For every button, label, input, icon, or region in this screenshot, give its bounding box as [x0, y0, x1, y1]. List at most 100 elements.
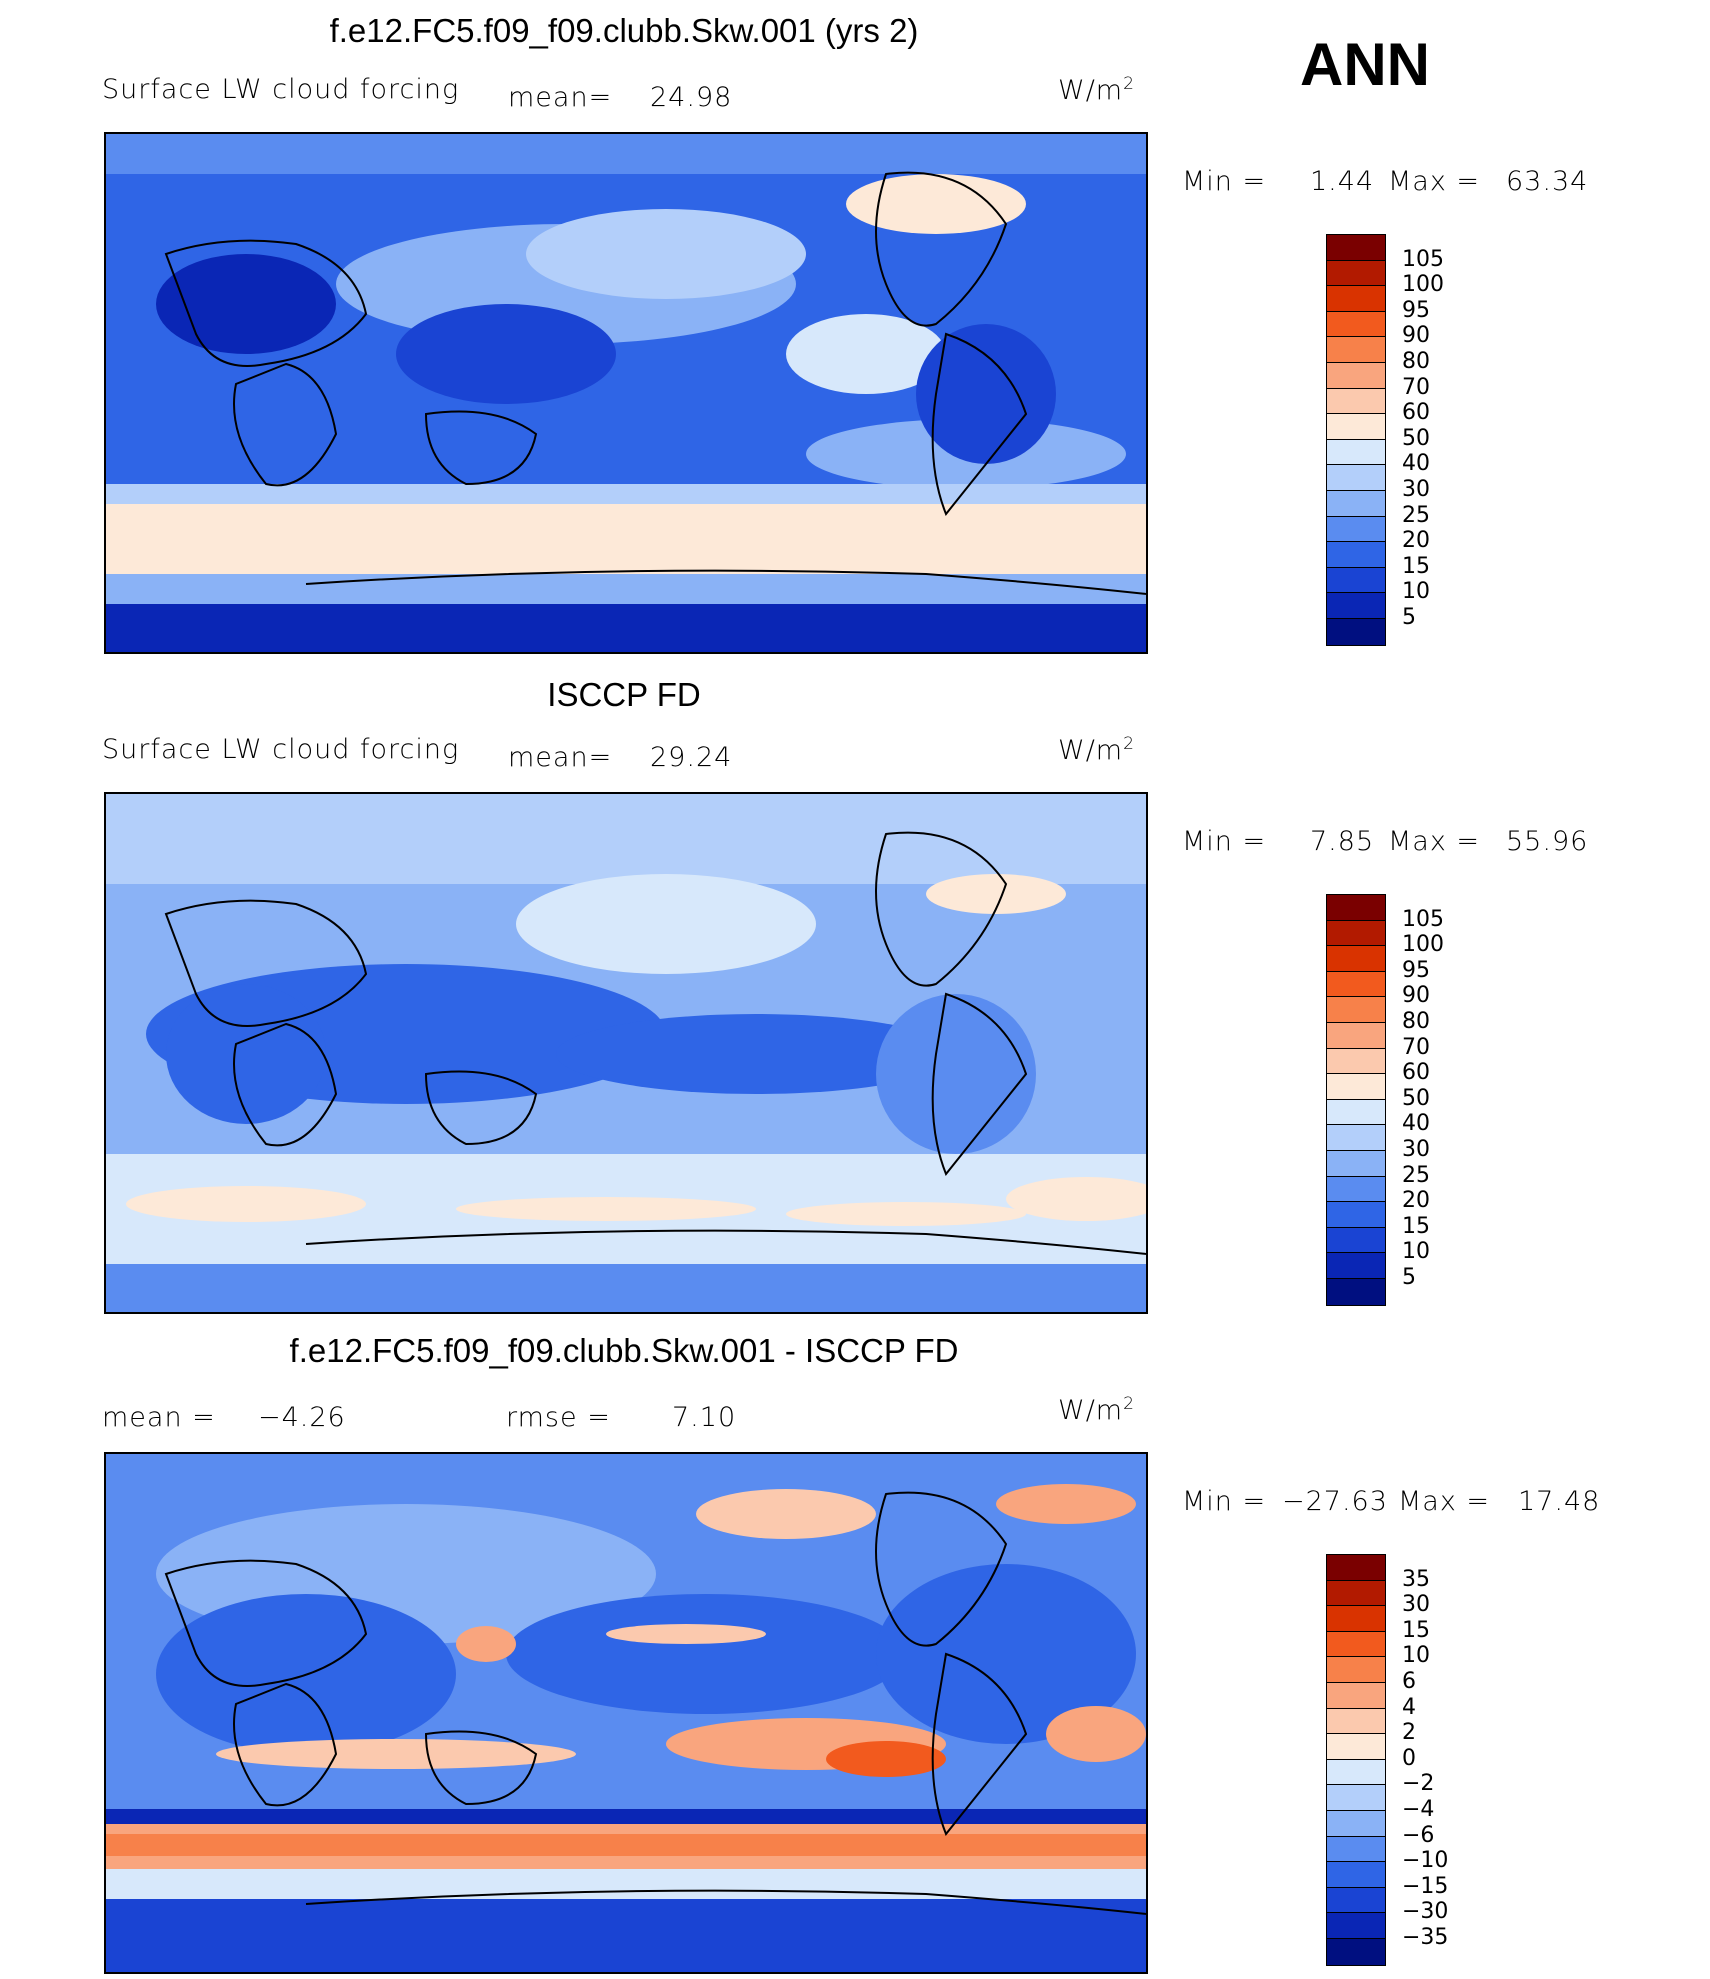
- colorbar-tick-label: −35: [1402, 1925, 1449, 1950]
- colorbar-swatch: [1327, 997, 1385, 1023]
- panel-1-units: W/m2: [1058, 74, 1135, 106]
- colorbar-swatch: [1327, 1631, 1385, 1658]
- colorbar-tick-label: −6: [1402, 1822, 1435, 1848]
- colorbar-tick-label: 70: [1402, 374, 1430, 400]
- panel-1-map: [104, 132, 1148, 654]
- colorbar-tick-label: 105: [1402, 906, 1444, 932]
- colorbar-tick-label: 15: [1402, 1213, 1430, 1239]
- colorbar-tick-label: −30: [1402, 1899, 1449, 1925]
- panel-2-units-exp: 2: [1123, 734, 1135, 754]
- panel-2-variable: Surface LW cloud forcing: [102, 734, 460, 765]
- panel-1-units-base: W/m: [1058, 75, 1124, 106]
- colorbar-swatch: [1327, 567, 1385, 594]
- panel-3-min-value: −27.63: [1282, 1486, 1388, 1517]
- colorbar-swatch: [1327, 1682, 1385, 1709]
- colorbar-tick-label: −2: [1402, 1771, 1435, 1797]
- colorbar-tick-label: 5: [1402, 1265, 1416, 1290]
- colorbar-swatch: [1327, 593, 1385, 619]
- colorbar-tick-label: 25: [1402, 1162, 1430, 1188]
- colorbar-swatch: [1327, 439, 1385, 466]
- panel-2-units-base: W/m: [1058, 735, 1124, 766]
- colorbar-swatch: [1327, 1862, 1385, 1888]
- colorbar-swatch: [1327, 1785, 1385, 1811]
- panel-2-title: ISCCP FD: [547, 676, 701, 713]
- colorbar-swatch: [1327, 286, 1385, 312]
- colorbar-swatch: [1327, 337, 1385, 363]
- colorbar-swatch: [1327, 362, 1385, 389]
- colorbar-swatch: [1327, 465, 1385, 491]
- colorbar-swatch: [1327, 1887, 1385, 1914]
- colorbar-tick-label: 10: [1402, 579, 1430, 605]
- colorbar-swatch: [1327, 1734, 1385, 1760]
- panel-3-units-exp: 2: [1123, 1394, 1135, 1414]
- colorbar-tick-label: 100: [1402, 272, 1444, 298]
- colorbar-tick-label: 10: [1402, 1239, 1430, 1265]
- panel-1-max-value: 63.34: [1506, 166, 1589, 197]
- colorbar-swatch: [1327, 946, 1385, 972]
- colorbar-tick-label: 30: [1402, 1592, 1430, 1618]
- colorbar-swatch: [1327, 1278, 1385, 1305]
- colorbar-swatch: [1327, 1759, 1385, 1786]
- colorbar-swatch: [1327, 311, 1385, 338]
- panel-3-min-label: Min =: [1182, 1486, 1267, 1517]
- colorbar-tick-label: 30: [1402, 477, 1430, 502]
- panel-2-map-svg: [106, 794, 1146, 1312]
- colorbar-swatch: [1327, 1606, 1385, 1632]
- colorbar-tick-label: 0: [1402, 1745, 1416, 1771]
- panel-3-units-base: W/m: [1058, 1395, 1124, 1426]
- colorbar-tick-label: 20: [1402, 528, 1430, 554]
- panel-3-title: f.e12.FC5.f09_f09.clubb.Skw.001 - ISCCP …: [289, 1332, 959, 1369]
- colorbar-swatch: [1327, 1913, 1385, 1939]
- panel-1-map-svg: [106, 134, 1146, 652]
- panel-3-rmse-label: rmse =: [506, 1402, 611, 1433]
- panel-2-units: W/m2: [1058, 734, 1135, 766]
- panel-3-rmse-value: 7.10: [672, 1402, 737, 1433]
- colorbar-tick-label: 35: [1402, 1566, 1430, 1592]
- colorbar-tick-label: 15: [1402, 553, 1430, 579]
- panel-1-units-exp: 2: [1123, 74, 1135, 94]
- colorbar-tick-label: 40: [1402, 1111, 1430, 1137]
- panel-2-min-label: Min =: [1182, 826, 1267, 857]
- panel-1-max-label: Max =: [1388, 166, 1481, 197]
- colorbar-swatch: [1327, 1253, 1385, 1279]
- colorbar-tick-label: 70: [1402, 1034, 1430, 1060]
- colorbar-tick-label: 100: [1402, 932, 1444, 958]
- colorbar-swatch: [1327, 1176, 1385, 1203]
- colorbar-tick-label: 90: [1402, 983, 1430, 1009]
- colorbar-tick-label: 50: [1402, 425, 1430, 451]
- colorbar-tick-label: 95: [1402, 957, 1430, 983]
- panel-3-colorbar: [1326, 1554, 1386, 1966]
- panel-1-mean-value: 24.98: [650, 82, 733, 113]
- colorbar-swatch: [1327, 920, 1385, 947]
- colorbar-tick-label: −15: [1402, 1873, 1449, 1899]
- colorbar-swatch: [1327, 1657, 1385, 1683]
- colorbar-swatch: [1327, 1227, 1385, 1254]
- colorbar-tick-label: 6: [1402, 1669, 1416, 1694]
- colorbar-tick-label: 15: [1402, 1617, 1430, 1643]
- colorbar-tick-label: 80: [1402, 349, 1430, 374]
- colorbar-swatch: [1327, 414, 1385, 440]
- panel-1-mean-label: mean=: [508, 82, 613, 113]
- colorbar-tick-label: 10: [1402, 1643, 1430, 1669]
- colorbar-tick-label: 30: [1402, 1137, 1430, 1162]
- panel-3-units: W/m2: [1058, 1394, 1135, 1426]
- panel-3-map-svg: [106, 1454, 1146, 1972]
- colorbar-swatch: [1327, 1125, 1385, 1151]
- colorbar-swatch: [1327, 1836, 1385, 1863]
- colorbar-tick-label: 80: [1402, 1009, 1430, 1034]
- colorbar-swatch: [1327, 1150, 1385, 1177]
- colorbar-swatch: [1327, 1099, 1385, 1126]
- colorbar-swatch: [1327, 1810, 1385, 1837]
- panel-3-max-label: Max =: [1398, 1486, 1491, 1517]
- colorbar-tick-label: 90: [1402, 323, 1430, 349]
- colorbar-tick-label: −4: [1402, 1797, 1435, 1822]
- season-label: ANN: [1300, 31, 1430, 98]
- colorbar-tick-label: 25: [1402, 502, 1430, 528]
- colorbar-swatch: [1327, 1555, 1385, 1581]
- colorbar-tick-label: 50: [1402, 1085, 1430, 1111]
- panel-2-min-value: 7.85: [1310, 826, 1375, 857]
- colorbar-tick-label: 4: [1402, 1694, 1416, 1720]
- panel-1-colorbar: [1326, 234, 1386, 646]
- panel-3-mean-value: −4.26: [258, 1402, 346, 1433]
- colorbar-tick-label: 60: [1402, 1060, 1430, 1086]
